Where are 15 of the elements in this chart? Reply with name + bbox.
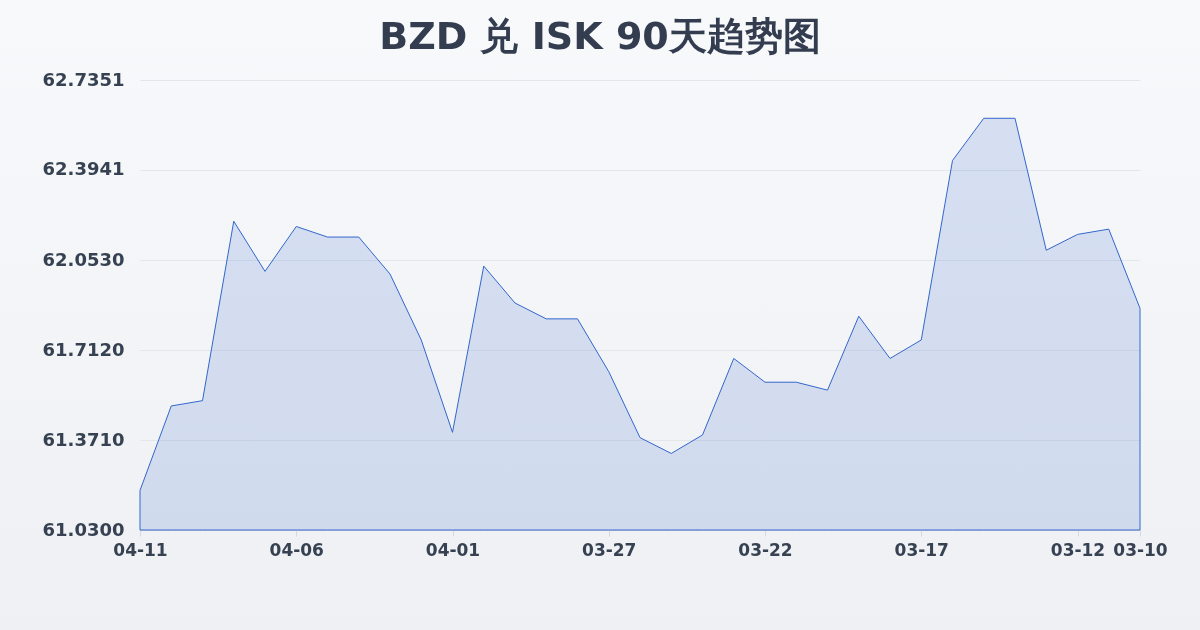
x-tick-label: 04-01	[425, 539, 481, 560]
y-tick-label: 61.3710	[42, 428, 125, 450]
y-tick-label: 61.0300	[42, 518, 125, 540]
x-tick-label: 04-11	[113, 539, 168, 560]
x-tick-label: 03-17	[894, 539, 949, 560]
x-tick-label: 04-06	[269, 539, 324, 560]
chart-title: BZD 兑 ISK 90天趋势图	[379, 14, 821, 58]
x-tick-label: 03-27	[582, 539, 637, 560]
x-tick-label: 03-12	[1050, 539, 1106, 560]
y-tick-label: 62.0530	[42, 248, 125, 270]
y-tick-label: 62.3941	[42, 158, 125, 180]
x-tick-label: 03-10	[1113, 539, 1168, 560]
y-tick-label: 62.7351	[42, 68, 125, 90]
x-tick-label: 03-22	[738, 539, 793, 560]
y-tick-label: 61.7120	[42, 338, 125, 360]
